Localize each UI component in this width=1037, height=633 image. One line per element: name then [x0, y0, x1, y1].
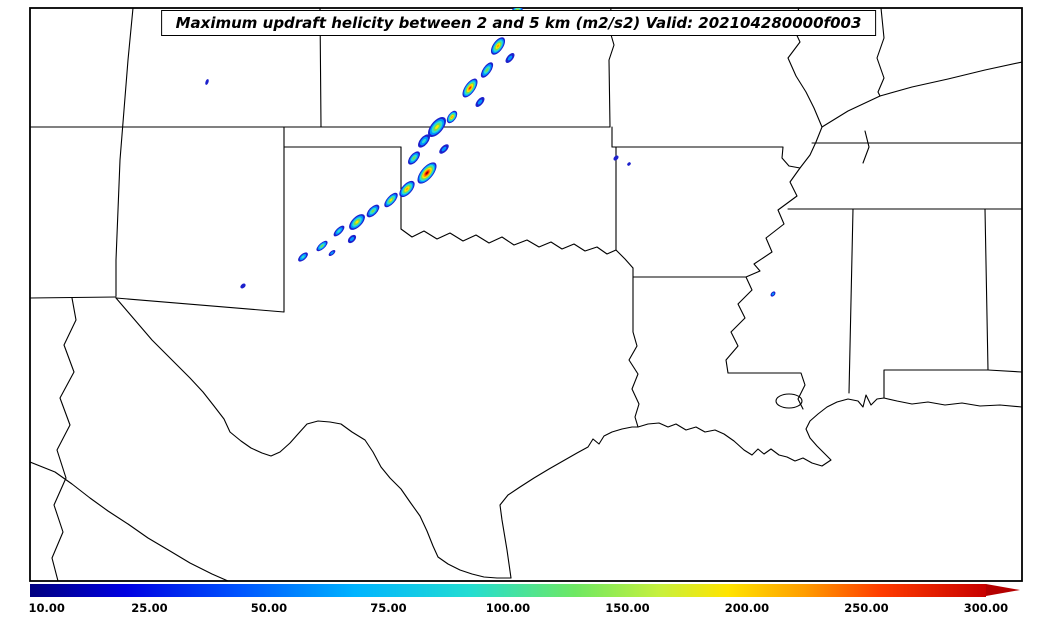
colorbar-tick-label: 150.00 — [605, 601, 650, 615]
storm-cell-ring — [320, 244, 324, 248]
storm-cell-ring — [507, 55, 513, 61]
storm-cell-ring — [613, 155, 619, 161]
storm-cell-ring — [421, 138, 427, 144]
storm-cell-ring — [301, 255, 305, 259]
texas-arkansas-louisiana-border — [628, 267, 640, 428]
colorbar-tick-label: 50.00 — [250, 601, 288, 615]
gulf-coastline — [499, 394, 1022, 579]
colorbar-gradient — [30, 584, 986, 597]
texas-newmexico-border — [115, 297, 285, 313]
storm-cell-ring — [627, 162, 631, 166]
rio-grande-texas-mexico-border — [115, 297, 512, 579]
mississippi-alabama-border — [848, 208, 854, 394]
storm-cell-ring — [412, 156, 416, 160]
storm-cell-ring — [240, 283, 246, 289]
alabama-georgia-border — [984, 208, 989, 371]
louisiana-mississippi-border — [727, 372, 806, 410]
storm-cell-ring — [371, 209, 375, 213]
storm-cell-ring — [405, 187, 409, 191]
colorbar-tick-label: 25.00 — [131, 601, 168, 615]
storm-cell-ring — [435, 125, 439, 129]
chihuahua-durango-border — [30, 461, 229, 581]
storm-cell-ring — [441, 146, 447, 152]
storm-cell-ring — [389, 198, 393, 202]
colorbar-tick-label: 100.00 — [485, 601, 531, 615]
colorbar-tick-label: 10.00 — [28, 601, 65, 615]
ohio-river — [821, 61, 1022, 128]
storm-cell-ring — [337, 229, 341, 233]
missouri-arkansas-border — [611, 146, 801, 169]
colorbar: 10.00 25.00 50.00 75.00 100.00 150.00 200.00 25… — [28, 584, 1022, 624]
storm-cell-ring — [451, 115, 453, 119]
colorbar-tick-label: 75.00 — [370, 601, 407, 615]
colorbar-tick-label: 250.00 — [844, 601, 889, 615]
sonora-chihuahua-border — [51, 297, 77, 581]
newmexico-rio-grande — [115, 8, 134, 297]
mississippi-river — [725, 8, 823, 374]
state-boundaries — [30, 8, 1022, 581]
alabama-florida-border — [883, 369, 1022, 399]
map-title: Maximum updraft helicity between 2 and 5… — [160, 10, 877, 36]
storm-cell-ring — [355, 220, 359, 224]
kentucky-lake-river — [862, 130, 870, 164]
colorbar-tick-label: 300.00 — [963, 601, 1009, 615]
colorbar-arrow — [986, 584, 1020, 596]
colorbar-tick-label: 200.00 — [724, 601, 770, 615]
storm-cell-ring — [205, 79, 209, 85]
storm-cell-ring — [477, 99, 483, 105]
newmexico-mexico-border — [30, 296, 117, 299]
storm-cell-ring — [349, 236, 355, 242]
storm-cell-ring — [771, 292, 775, 296]
storm-cell-ring — [485, 68, 489, 72]
red-river-texas-oklahoma-border — [400, 228, 634, 269]
storm-cell-ring — [468, 86, 472, 90]
storm-cell-ring — [425, 171, 429, 175]
storm-cell-ring — [330, 251, 334, 255]
lake-pontchartrain — [775, 393, 803, 409]
colorbar-labels: 10.00 25.00 50.00 75.00 100.00 150.00 200.00 25… — [28, 601, 1009, 617]
map-frame — [29, 7, 1023, 582]
illinois-indiana-border — [876, 8, 885, 97]
storm-cell-ring — [496, 44, 500, 48]
